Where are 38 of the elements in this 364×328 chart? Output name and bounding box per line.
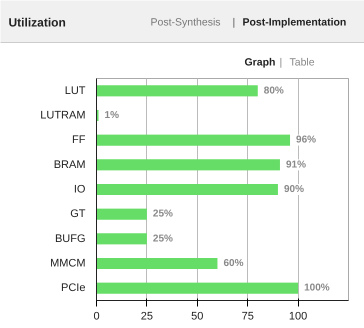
x-tick-label: 50 bbox=[191, 310, 204, 322]
bar bbox=[96, 184, 278, 196]
bar bbox=[96, 159, 280, 170]
data-label: 100% bbox=[304, 282, 330, 294]
data-label: 96% bbox=[296, 134, 316, 146]
y-tick-label: LUT bbox=[64, 84, 86, 97]
x-tick-label: 25 bbox=[140, 310, 154, 322]
text: Post-Implementation bbox=[242, 16, 346, 28]
data-label: 90% bbox=[284, 184, 304, 195]
data-label: 91% bbox=[286, 159, 306, 170]
data-label: 80% bbox=[264, 85, 284, 96]
bar bbox=[96, 134, 290, 146]
x-tick-label: 75 bbox=[242, 310, 254, 322]
text: Post-Synthesis bbox=[150, 16, 221, 28]
text: | bbox=[280, 56, 282, 68]
text: | bbox=[232, 16, 236, 28]
data-label: 25% bbox=[152, 208, 174, 220]
bar bbox=[96, 85, 258, 96]
y-tick-label: IO bbox=[74, 184, 86, 196]
text: Table bbox=[290, 56, 315, 68]
y-tick-label: LUTRAM bbox=[40, 110, 86, 122]
bar bbox=[96, 208, 147, 220]
data-label: 60% bbox=[223, 258, 244, 269]
x-tick-label: 0 bbox=[93, 310, 100, 322]
chart-title: Utilization bbox=[8, 16, 66, 30]
x-tick-label: 100 bbox=[288, 310, 308, 322]
bar bbox=[96, 282, 298, 294]
y-tick-label: GT bbox=[70, 208, 86, 220]
data-label: 1% bbox=[104, 110, 120, 121]
y-tick-label: MMCM bbox=[50, 258, 86, 270]
bar bbox=[96, 233, 147, 244]
bar bbox=[96, 258, 218, 270]
y-tick-label: FF bbox=[72, 134, 86, 146]
y-tick-label: BRAM bbox=[54, 158, 86, 171]
y-tick-label: PCIe bbox=[61, 282, 86, 294]
text: Graph bbox=[244, 56, 276, 68]
data-label: 25% bbox=[152, 233, 174, 244]
y-tick-label: BUFG bbox=[54, 232, 86, 245]
